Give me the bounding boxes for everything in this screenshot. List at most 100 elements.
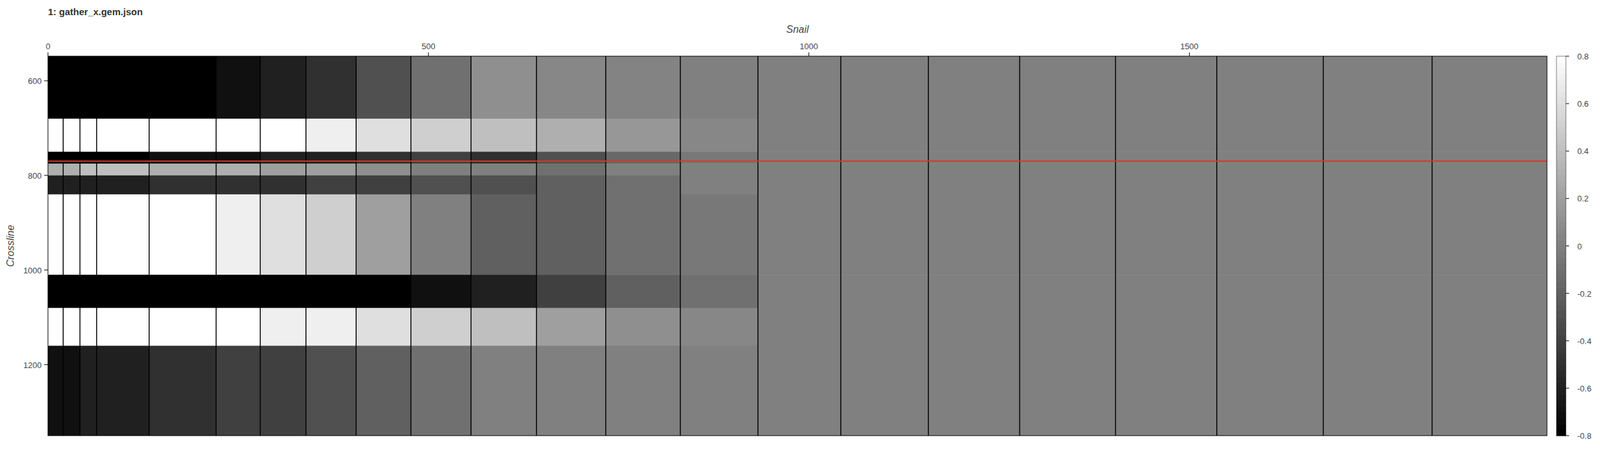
colorbar-step [1556, 127, 1566, 134]
cell [758, 345, 842, 436]
cell [148, 274, 217, 309]
cell [1432, 151, 1547, 164]
colorbar-step [1556, 61, 1566, 69]
gather-boundary [840, 56, 842, 436]
cell [758, 56, 842, 119]
cell [260, 345, 307, 436]
gather-boundary [305, 56, 307, 436]
cell [96, 175, 150, 195]
cell [1019, 274, 1116, 309]
title: 1: gather_x.gem.json [47, 6, 143, 18]
gather-boundary [679, 56, 682, 436]
colorbar-step [1556, 417, 1566, 425]
cell [1115, 175, 1217, 195]
cell [536, 274, 606, 309]
y-tick-label: 1200 [23, 360, 42, 370]
cell [63, 175, 81, 195]
gather-boundary [1019, 56, 1021, 436]
colorbar-step [1556, 328, 1566, 336]
cell [840, 163, 929, 176]
colorbar-step [1556, 293, 1566, 300]
chart: 1: gather_x.gem.jsonSnailCrossline050010… [0, 0, 1600, 459]
cell [148, 175, 217, 195]
cell [680, 118, 759, 153]
cell [758, 308, 842, 346]
colorbar-step [1556, 281, 1566, 288]
colorbar-step [1556, 73, 1566, 81]
colorbar-tick-label: -0.6 [1577, 383, 1592, 394]
cell [63, 163, 81, 176]
cell [840, 274, 929, 309]
cell [1216, 163, 1324, 176]
colorbar-step [1556, 257, 1566, 264]
cell [355, 194, 411, 276]
cell [1323, 56, 1433, 119]
cell [470, 308, 537, 346]
cell [1432, 56, 1547, 119]
colorbar-step [1556, 227, 1566, 235]
cell [536, 163, 606, 176]
cell [306, 151, 357, 164]
cell [1019, 56, 1116, 119]
cell [1019, 194, 1116, 276]
cell [96, 56, 150, 119]
colorbar-step [1556, 251, 1566, 259]
plot-frame [47, 56, 1547, 436]
cell [148, 151, 217, 164]
cell [1115, 345, 1217, 436]
cell [536, 194, 606, 276]
cell [1019, 151, 1116, 164]
cell [306, 274, 357, 309]
colorbar-step [1556, 287, 1566, 294]
cell [47, 194, 64, 276]
cell [63, 151, 81, 164]
colorbar-step [1556, 138, 1566, 146]
colorbar-step [1556, 85, 1566, 93]
colorbar-step [1556, 168, 1566, 175]
cell [928, 175, 1020, 195]
cell [96, 151, 150, 164]
cell [63, 308, 81, 346]
cell [1115, 308, 1217, 346]
gather-boundary [410, 56, 412, 436]
cell [410, 118, 472, 153]
cell [148, 308, 217, 346]
y-tick [44, 364, 48, 365]
colorbar-step [1556, 352, 1566, 360]
cell [536, 56, 606, 119]
y-tick-label: 800 [27, 171, 42, 181]
colorbar-step [1556, 91, 1566, 98]
cell [80, 274, 98, 309]
colorbar-step [1556, 269, 1566, 276]
colorbar-step [1556, 334, 1566, 341]
cell [605, 163, 682, 176]
cell [470, 274, 537, 309]
cell [355, 274, 411, 309]
cell [306, 194, 357, 276]
cell [840, 308, 929, 346]
cell [1432, 175, 1547, 195]
cell [96, 308, 150, 346]
cell [215, 274, 261, 309]
cell [1115, 163, 1217, 176]
cell [410, 163, 472, 176]
gather-boundary [355, 56, 358, 436]
y-axis-label: Crossline [5, 224, 16, 267]
y-tick [44, 80, 48, 81]
cell [1323, 175, 1433, 195]
cell [355, 56, 411, 119]
cell [470, 151, 537, 164]
cell [1432, 163, 1547, 176]
cell [680, 308, 759, 346]
cell [215, 175, 261, 195]
colorbar-step [1556, 145, 1566, 152]
cell [840, 175, 929, 195]
colorbar-frame [1556, 56, 1566, 436]
colorbar-step [1556, 109, 1566, 117]
cell [1432, 345, 1547, 436]
cell [355, 345, 411, 436]
cell [63, 56, 81, 119]
cell [680, 56, 759, 119]
cell [680, 175, 759, 195]
cell [928, 151, 1020, 164]
